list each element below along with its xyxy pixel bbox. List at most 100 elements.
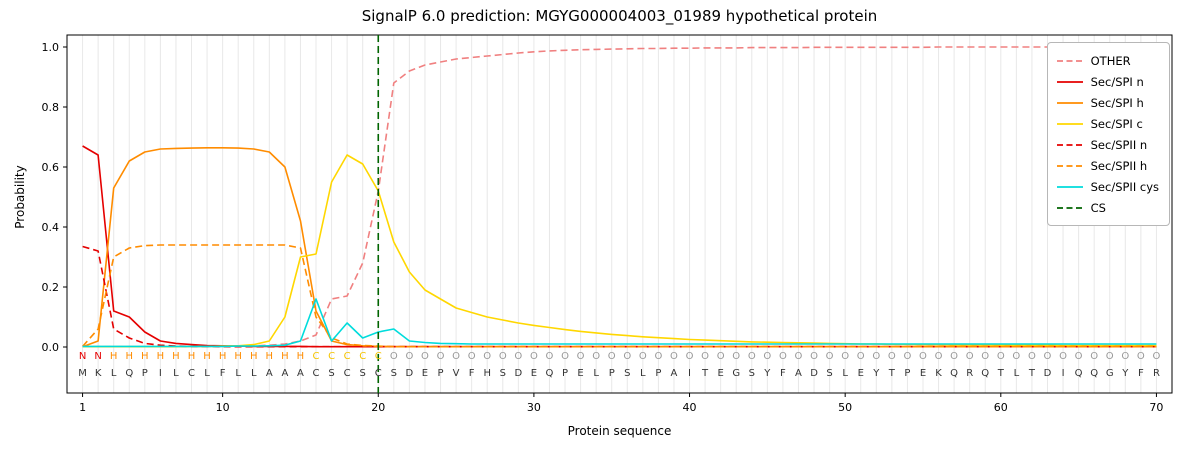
- region-label: H: [172, 351, 180, 362]
- series-line-sec-spii-n: [82, 245, 1157, 348]
- region-label: H: [203, 351, 211, 362]
- legend-label: Sec/SPII h: [1090, 158, 1148, 173]
- region-label: O: [1090, 351, 1098, 362]
- residue-letter: E: [531, 368, 537, 379]
- region-label: O: [592, 351, 600, 362]
- region-label: O: [919, 351, 927, 362]
- region-label: O: [437, 351, 445, 362]
- region-label: O: [390, 351, 398, 362]
- region-label: O: [546, 351, 554, 362]
- region-label: O: [717, 351, 725, 362]
- series-line-sec-spii-cys: [82, 298, 1157, 348]
- residue-letter: L: [173, 368, 179, 379]
- axes-frame: [66, 34, 1173, 394]
- residue-letter: C: [188, 368, 195, 379]
- region-label: H: [266, 351, 274, 362]
- region-label: H: [219, 351, 227, 362]
- legend-label: Sec/SPI n: [1090, 74, 1144, 89]
- residue-letter: T: [701, 368, 709, 379]
- residue-letter: G: [1106, 368, 1114, 379]
- residue-letter: I: [688, 368, 691, 379]
- residue-letter: A: [671, 368, 678, 379]
- region-label: O: [1121, 351, 1129, 362]
- residue-letter: K: [935, 368, 942, 379]
- residue-letter: L: [1014, 368, 1020, 379]
- legend-line-sample: [1056, 101, 1083, 104]
- residue-letter: P: [904, 368, 910, 379]
- region-label: C: [375, 351, 382, 362]
- region-label: O: [577, 351, 585, 362]
- region-label: O: [981, 351, 989, 362]
- residue-letter: A: [266, 368, 273, 379]
- residue-letter: E: [920, 368, 926, 379]
- region-label: O: [732, 351, 740, 362]
- region-label: N: [79, 351, 86, 362]
- region-label: N: [94, 351, 101, 362]
- residue-letter: Y: [763, 368, 771, 379]
- residue-letter: A: [795, 368, 802, 379]
- residue-letter: Y: [872, 368, 880, 379]
- residue-letter: S: [749, 368, 755, 379]
- residue-letter: P: [609, 368, 615, 379]
- residue-letter: S: [360, 368, 366, 379]
- region-label: O: [654, 351, 662, 362]
- region-label: C: [313, 351, 320, 362]
- region-label: O: [623, 351, 631, 362]
- residue-letter: I: [1062, 368, 1065, 379]
- y-tick-label: 0.0: [42, 341, 60, 354]
- region-label: O: [810, 351, 818, 362]
- y-tick-label: 0.4: [42, 221, 60, 234]
- region-label: O: [748, 351, 756, 362]
- series-line-sec-spii-h: [82, 244, 1157, 348]
- region-label: O: [499, 351, 507, 362]
- y-axis-label: Probability: [13, 165, 27, 229]
- region-label: O: [530, 351, 538, 362]
- x-tick-label: 60: [994, 401, 1008, 414]
- residue-letter: S: [391, 368, 397, 379]
- residue-letter: I: [159, 368, 162, 379]
- legend-item-cs: CS: [1056, 197, 1159, 218]
- region-label: O: [483, 351, 491, 362]
- y-tick-label: 0.8: [42, 101, 60, 114]
- legend-item-other: OTHER: [1056, 50, 1159, 71]
- region-label: H: [297, 351, 305, 362]
- residue-letter: D: [514, 368, 522, 379]
- residue-letter: Y: [1121, 368, 1129, 379]
- region-label: H: [157, 351, 165, 362]
- region-label: H: [250, 351, 258, 362]
- region-label: O: [608, 351, 616, 362]
- residue-letter: R: [966, 368, 973, 379]
- residue-letter: H: [483, 368, 491, 379]
- x-tick-label: 1: [79, 401, 86, 414]
- region-label: O: [857, 351, 865, 362]
- legend-item-sec-spi-n: Sec/SPI n: [1056, 71, 1159, 92]
- residue-letter: C: [344, 368, 351, 379]
- residue-letter: D: [810, 368, 818, 379]
- region-label: O: [1059, 351, 1067, 362]
- residue-letter: E: [422, 368, 428, 379]
- y-axis-ticks: 0.0 0.2 0.4 0.6 0.8 1.0: [42, 41, 67, 354]
- region-label: O: [561, 351, 569, 362]
- residue-letter: S: [826, 368, 832, 379]
- region-label: O: [1044, 351, 1052, 362]
- legend-item-sec-spii-cys: Sec/SPII cys: [1056, 176, 1159, 197]
- residue-letter: G: [732, 368, 740, 379]
- x-axis-ticks: 1 10 20 30 40 50 60 70: [79, 393, 1163, 414]
- region-label: H: [234, 351, 242, 362]
- series-line-sec-spi-c: [82, 154, 1157, 348]
- legend-item-sec-spi-c: Sec/SPI c: [1056, 113, 1159, 134]
- residue-letter: L: [235, 368, 241, 379]
- residue-letter: R: [1153, 368, 1160, 379]
- y-tick-label: 0.2: [42, 281, 60, 294]
- region-label: O: [1075, 351, 1083, 362]
- residue-letter: L: [111, 368, 117, 379]
- region-label: O: [1106, 351, 1114, 362]
- region-label: O: [421, 351, 429, 362]
- legend-line-sample: [1056, 143, 1083, 146]
- residue-letter: F: [469, 368, 475, 379]
- legend: OTHER Sec/SPI n Sec/SPI h Sec/SPI c Sec/SPII…: [1046, 42, 1170, 226]
- region-label: H: [141, 351, 149, 362]
